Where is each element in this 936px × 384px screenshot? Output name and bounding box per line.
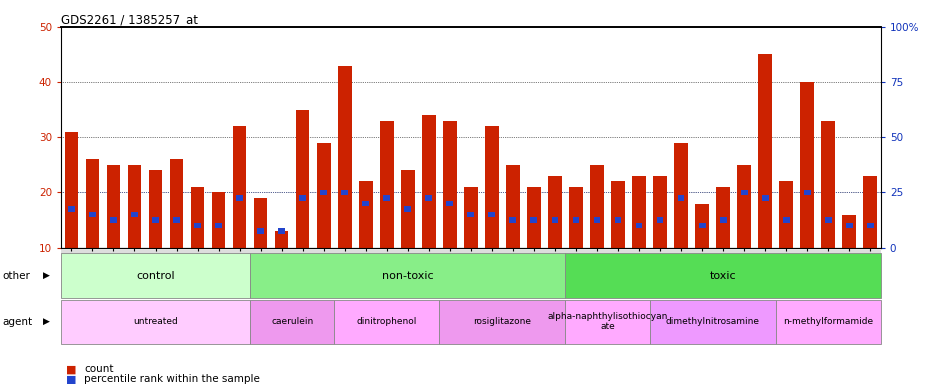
Bar	[610, 182, 624, 248]
Bar	[362, 201, 369, 206]
Bar	[421, 115, 435, 248]
Bar	[761, 195, 768, 201]
Bar	[358, 182, 373, 248]
Text: ■: ■	[66, 374, 76, 384]
Bar	[212, 192, 226, 248]
Bar	[695, 204, 709, 248]
Bar	[85, 159, 99, 248]
Bar	[65, 132, 79, 248]
Bar	[614, 217, 621, 223]
Bar	[799, 82, 813, 248]
Text: dimethylnitrosamine: dimethylnitrosamine	[665, 317, 759, 326]
Bar	[191, 187, 204, 248]
Text: non-toxic: non-toxic	[382, 270, 433, 281]
Bar	[446, 201, 453, 206]
Bar	[505, 165, 519, 248]
Bar	[404, 206, 411, 212]
Bar	[674, 143, 687, 248]
Text: alpha-naphthylisothiocyan
ate: alpha-naphthylisothiocyan ate	[547, 312, 667, 331]
Text: GDS2261 / 1385257_at: GDS2261 / 1385257_at	[61, 13, 197, 26]
Bar	[551, 217, 558, 223]
Bar	[757, 55, 771, 248]
Bar	[737, 165, 750, 248]
Bar	[779, 182, 792, 248]
Text: caerulein: caerulein	[271, 317, 313, 326]
Bar	[401, 170, 414, 248]
Bar	[572, 217, 578, 223]
Text: ▶: ▶	[43, 271, 50, 280]
Bar	[527, 187, 540, 248]
Bar	[232, 126, 246, 248]
Bar	[463, 187, 477, 248]
Bar	[127, 165, 141, 248]
Bar	[530, 217, 536, 223]
Bar	[485, 126, 498, 248]
Bar	[698, 223, 705, 228]
Text: n-methylformamide: n-methylformamide	[782, 317, 872, 326]
Bar	[68, 206, 75, 212]
Bar	[841, 215, 856, 248]
Bar	[425, 195, 431, 201]
Text: dinitrophenol: dinitrophenol	[357, 317, 417, 326]
Bar	[824, 217, 831, 223]
Text: percentile rank within the sample: percentile rank within the sample	[84, 374, 260, 384]
Bar	[152, 217, 159, 223]
Bar	[379, 121, 393, 248]
Text: count: count	[84, 364, 113, 374]
Bar	[652, 176, 666, 248]
Bar	[173, 217, 180, 223]
Bar	[592, 217, 600, 223]
Text: untreated: untreated	[133, 317, 178, 326]
Bar	[568, 187, 582, 248]
Bar	[719, 217, 725, 223]
Bar	[215, 223, 222, 228]
Bar	[803, 190, 810, 195]
Bar	[821, 121, 834, 248]
Bar	[278, 228, 285, 234]
Bar	[107, 165, 120, 248]
Bar	[338, 66, 351, 248]
Bar	[341, 190, 348, 195]
Bar	[320, 190, 327, 195]
Bar	[467, 212, 474, 217]
Text: control: control	[136, 270, 175, 281]
Bar	[296, 110, 309, 248]
Text: toxic: toxic	[709, 270, 736, 281]
Bar	[169, 159, 183, 248]
Bar	[194, 223, 200, 228]
Bar	[656, 217, 663, 223]
Bar	[254, 198, 267, 248]
Bar	[677, 195, 684, 201]
Text: ▶: ▶	[43, 317, 50, 326]
Bar	[845, 223, 852, 228]
Bar	[632, 176, 645, 248]
Bar	[299, 195, 306, 201]
Bar	[383, 195, 389, 201]
Bar	[509, 217, 516, 223]
Bar	[236, 195, 242, 201]
Bar	[274, 231, 288, 248]
Text: other: other	[3, 270, 31, 281]
Text: agent: agent	[3, 316, 33, 327]
Bar	[110, 217, 117, 223]
Bar	[256, 228, 264, 234]
Bar	[131, 212, 138, 217]
Bar	[862, 176, 876, 248]
Bar	[316, 143, 330, 248]
Text: rosiglitazone: rosiglitazone	[473, 317, 531, 326]
Bar	[149, 170, 162, 248]
Bar	[590, 165, 603, 248]
Bar	[866, 223, 872, 228]
Bar	[782, 217, 789, 223]
Text: ■: ■	[66, 364, 76, 374]
Bar	[488, 212, 495, 217]
Bar	[635, 223, 642, 228]
Bar	[548, 176, 562, 248]
Bar	[89, 212, 95, 217]
Bar	[715, 187, 729, 248]
Bar	[740, 190, 747, 195]
Bar	[443, 121, 456, 248]
